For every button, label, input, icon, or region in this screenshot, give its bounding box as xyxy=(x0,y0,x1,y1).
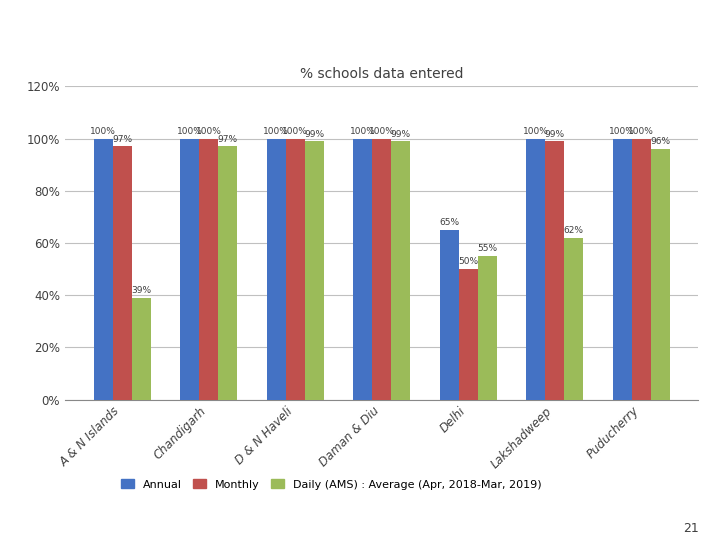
Text: 55%: 55% xyxy=(477,245,498,253)
Text: 100%: 100% xyxy=(196,127,222,136)
Text: 100%: 100% xyxy=(523,127,549,136)
Text: 100%: 100% xyxy=(282,127,308,136)
Bar xyxy=(286,139,305,400)
Bar xyxy=(132,298,150,400)
Bar xyxy=(353,139,372,400)
Text: 39%: 39% xyxy=(131,286,151,295)
Bar xyxy=(564,238,583,400)
Text: 96%: 96% xyxy=(650,138,670,146)
Text: 62%: 62% xyxy=(564,226,584,235)
Text: 100%: 100% xyxy=(609,127,635,136)
Bar xyxy=(305,141,324,400)
Text: 97%: 97% xyxy=(217,135,238,144)
Bar xyxy=(631,139,651,400)
Text: 100%: 100% xyxy=(628,127,654,136)
Bar xyxy=(94,139,112,400)
Bar xyxy=(218,146,237,400)
Bar xyxy=(477,256,497,400)
Bar xyxy=(391,141,410,400)
Bar xyxy=(526,139,545,400)
Text: 99%: 99% xyxy=(544,130,564,139)
Text: 100%: 100% xyxy=(369,127,395,136)
Text: 21: 21 xyxy=(683,522,698,535)
Title: % schools data entered: % schools data entered xyxy=(300,67,464,81)
Bar xyxy=(459,269,477,400)
Bar xyxy=(651,149,670,400)
Bar xyxy=(266,139,286,400)
Text: 99%: 99% xyxy=(304,130,324,139)
Bar xyxy=(439,230,459,400)
Text: 100%: 100% xyxy=(176,127,202,136)
Text: 97%: 97% xyxy=(112,135,132,144)
Text: 100%: 100% xyxy=(350,127,376,136)
Text: 65%: 65% xyxy=(439,218,459,227)
Text: 100%: 100% xyxy=(90,127,116,136)
Bar xyxy=(180,139,199,400)
Text: Status of implementation of MIS & AMS: Status of implementation of MIS & AMS xyxy=(11,19,540,43)
Legend: Annual, Monthly, Daily (AMS) : Average (Apr, 2018-Mar, 2019): Annual, Monthly, Daily (AMS) : Average (… xyxy=(116,475,546,494)
Bar xyxy=(372,139,391,400)
Text: 50%: 50% xyxy=(458,258,478,267)
Text: 99%: 99% xyxy=(390,130,410,139)
Text: 100%: 100% xyxy=(263,127,289,136)
Bar xyxy=(545,141,564,400)
Bar xyxy=(613,139,631,400)
Bar xyxy=(112,146,132,400)
Bar xyxy=(199,139,218,400)
